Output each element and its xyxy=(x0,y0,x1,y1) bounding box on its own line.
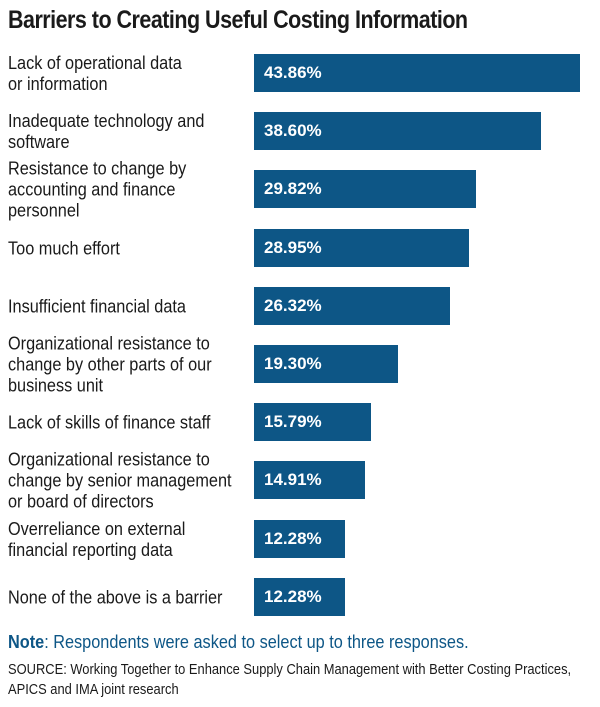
category-label-text: None of the above is a barrier xyxy=(8,586,223,608)
bar-row: Organizational resistance to change by s… xyxy=(0,449,600,512)
bar: 38.60% xyxy=(254,112,542,151)
bar-row: Organizational resistance to change by o… xyxy=(0,333,600,396)
bar: 12.28% xyxy=(254,519,346,558)
bar-value-label: 15.79% xyxy=(264,412,322,432)
category-label-text: Organizational resistance to change by o… xyxy=(8,332,212,396)
bar: 14.91% xyxy=(254,461,365,500)
source-line-1: SOURCE: Working Together to Enhance Supp… xyxy=(8,661,572,678)
category-label-text: Organizational resistance to change by s… xyxy=(8,448,232,512)
chart-title: Barriers to Creating Useful Costing Info… xyxy=(8,6,468,34)
bar-value-label: 14.91% xyxy=(264,470,322,490)
category-label-text: Inadequate technology and software xyxy=(8,110,205,153)
category-label-text: Lack of operational data or information xyxy=(8,52,182,94)
category-label-text: Lack of skills of finance staff xyxy=(8,411,211,433)
source-line-2: APICS and IMA joint research xyxy=(8,681,179,698)
category-label-text: Overreliance on external financial repor… xyxy=(8,517,186,560)
category-label-text: Too much effort xyxy=(8,237,120,259)
bar: 28.95% xyxy=(254,228,470,267)
bar: 19.30% xyxy=(254,345,398,383)
category-label-text: Resistance to change by accounting and f… xyxy=(8,157,187,221)
bar-value-label: 43.86% xyxy=(264,63,322,82)
bar-row: Too much effort 28.95% xyxy=(0,219,600,277)
bar-row: Insufficient financial data 26.32% xyxy=(0,277,600,335)
category-label: Lack of operational data or information xyxy=(8,52,270,94)
bar: 29.82% xyxy=(254,170,476,209)
category-label: Organizational resistance to change by o… xyxy=(8,333,270,396)
bar-row: Inadequate technology and software 38.60% xyxy=(0,102,600,160)
bar: 26.32% xyxy=(254,286,450,325)
category-label: Overreliance on external financial repor… xyxy=(8,518,270,560)
category-label: Inadequate technology and software xyxy=(8,110,270,152)
bar-value-label: 19.30% xyxy=(264,354,322,373)
bar-value-label: 29.82% xyxy=(264,179,322,199)
bar-row: Lack of skills of finance staff 15.79% xyxy=(0,393,600,451)
chart-note: Note: Respondents were asked to select u… xyxy=(8,631,469,653)
category-label-text: Insufficient financial data xyxy=(8,295,186,317)
bar-value-label: 12.28% xyxy=(264,586,322,606)
note-label: Note xyxy=(8,631,45,652)
bar-row: Overreliance on external financial repor… xyxy=(0,510,600,568)
category-label: Insufficient financial data xyxy=(8,295,270,316)
bar-row: None of the above is a barrier 12.28% xyxy=(0,568,600,626)
category-label: None of the above is a barrier xyxy=(8,586,270,607)
category-label: Too much effort xyxy=(8,237,270,258)
bar-value-label: 26.32% xyxy=(264,295,322,315)
category-label: Lack of skills of finance staff xyxy=(8,412,270,433)
bar-row: Resistance to change by accounting and f… xyxy=(0,158,600,221)
bar: 12.28% xyxy=(254,577,346,616)
category-label: Resistance to change by accounting and f… xyxy=(8,158,270,221)
category-label: Organizational resistance to change by s… xyxy=(8,449,270,512)
bar-value-label: 28.95% xyxy=(264,237,322,257)
bar-value-label: 38.60% xyxy=(264,121,322,141)
source-text: SOURCE: Working Together to Enhance Supp… xyxy=(8,660,571,700)
bar-row: Lack of operational data or information 4… xyxy=(0,44,600,102)
bar: 15.79% xyxy=(254,403,372,442)
note-text: : Respondents were asked to select up to… xyxy=(44,631,469,652)
bar: 43.86% xyxy=(254,54,581,92)
bar-value-label: 12.28% xyxy=(264,528,322,548)
